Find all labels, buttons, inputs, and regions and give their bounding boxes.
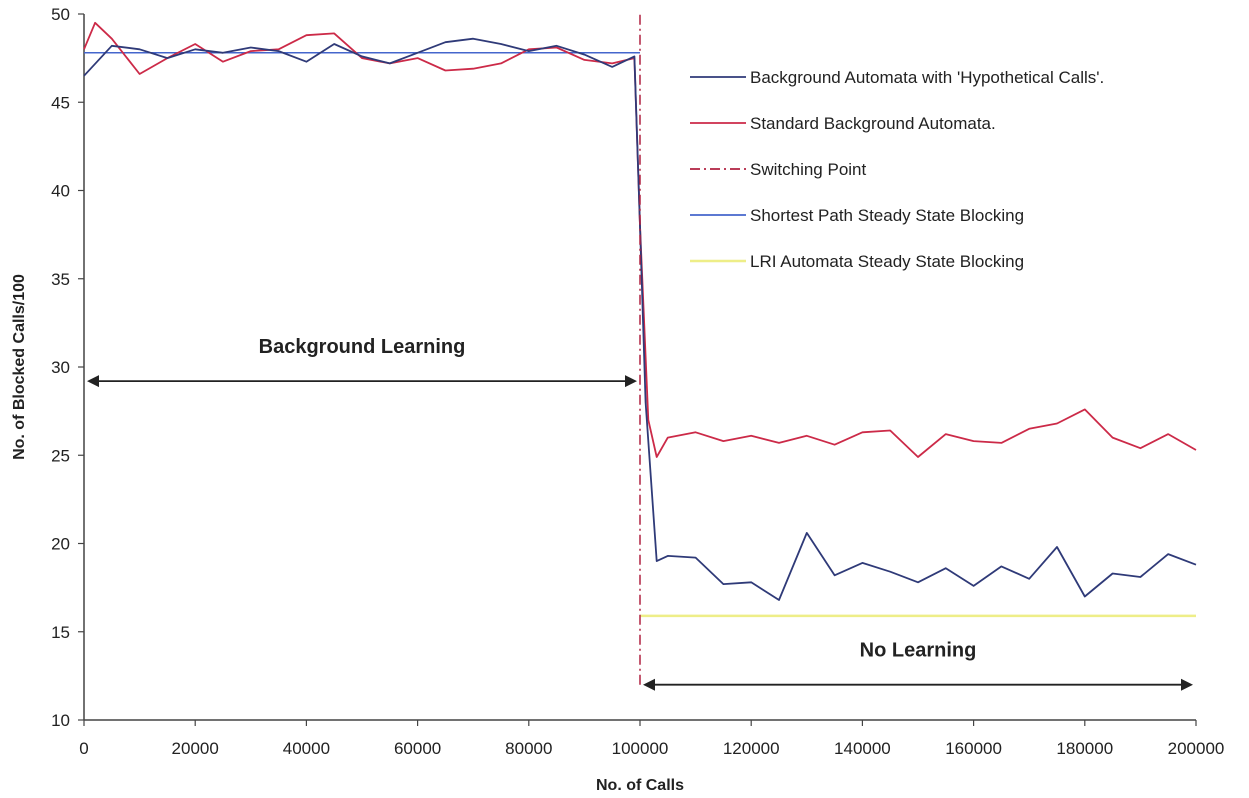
legend: Background Automata with 'Hypothetical C… [690, 68, 1104, 271]
x-axis-title: No. of Calls [596, 777, 684, 794]
x-tick-label: 0 [79, 739, 88, 758]
legend-label: Switching Point [750, 160, 867, 179]
y-tick-label: 25 [51, 446, 70, 465]
y-tick-label: 20 [51, 535, 70, 554]
annotations-layer: Background Learning No Learning [87, 336, 1193, 691]
y-tick-label: 30 [51, 358, 70, 377]
series-line-hypothetical [83, 37, 1197, 601]
legend-label: Background Automata with 'Hypothetical C… [750, 68, 1104, 87]
legend-label: Shortest Path Steady State Blocking [750, 206, 1024, 225]
annotation-label: No Learning [860, 639, 977, 661]
x-tick-label: 180000 [1056, 739, 1113, 758]
arrow-head [87, 375, 99, 388]
x-tick-label: 200000 [1168, 739, 1225, 758]
y-tick-label: 50 [51, 5, 70, 24]
legend-label: Standard Background Automata. [750, 114, 996, 133]
series-layer [83, 14, 1197, 685]
y-axis-title: No. of Blocked Calls/100 [11, 274, 28, 460]
arrow-head [625, 375, 637, 388]
y-tick-label: 10 [51, 711, 70, 730]
x-ticks: 0 20000 40000 60000 80000 100000 120000 140000 1… [79, 720, 1224, 758]
x-tick-label: 20000 [172, 739, 219, 758]
x-tick-label: 80000 [505, 739, 552, 758]
x-tick-label: 100000 [612, 739, 669, 758]
x-tick-label: 140000 [834, 739, 891, 758]
x-tick-label: 160000 [945, 739, 1002, 758]
y-tick-label: 45 [51, 93, 70, 112]
y-tick-label: 15 [51, 623, 70, 642]
y-ticks: 10 15 20 25 30 35 40 45 50 [51, 5, 84, 730]
annotation-label: Background Learning [259, 336, 466, 358]
y-tick-label: 35 [51, 270, 70, 289]
x-tick-label: 120000 [723, 739, 780, 758]
x-tick-label: 40000 [283, 739, 330, 758]
arrow-head [643, 678, 655, 691]
x-tick-label: 60000 [394, 739, 441, 758]
y-tick-label: 40 [51, 182, 70, 201]
legend-label: LRI Automata Steady State Blocking [750, 252, 1024, 271]
arrow-head [1181, 678, 1193, 691]
